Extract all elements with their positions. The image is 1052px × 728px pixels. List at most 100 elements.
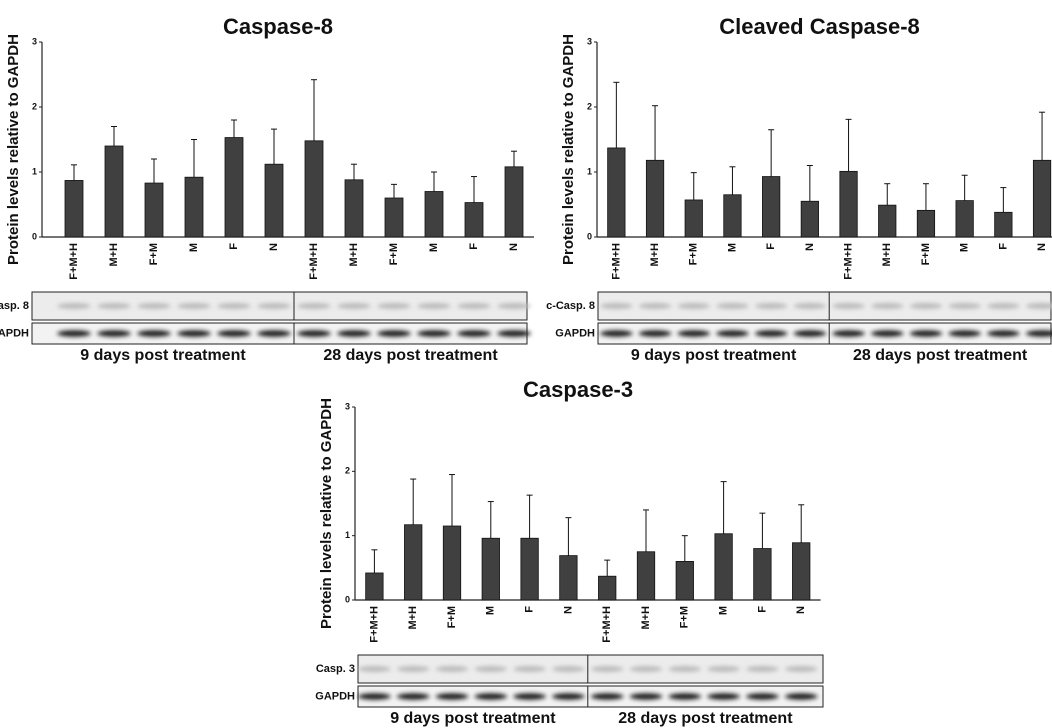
- x-tick-label: M+H: [108, 243, 120, 267]
- bar: [646, 160, 663, 237]
- x-tick-label: F+M: [679, 606, 691, 628]
- bar: [305, 141, 323, 237]
- y-tick-label: 1: [587, 166, 592, 176]
- blot-band: [417, 303, 451, 309]
- bar: [1033, 160, 1050, 237]
- x-tick-label: F: [524, 606, 536, 613]
- blot-band: [600, 330, 633, 336]
- bar: [840, 171, 857, 237]
- blot-band: [358, 666, 391, 672]
- x-tick-label: F+M: [920, 243, 932, 265]
- y-tick-label: 3: [345, 401, 350, 411]
- blot-band: [871, 330, 904, 336]
- x-tick-label: F+M: [688, 243, 700, 265]
- x-tick-label: F+M+H: [308, 243, 320, 280]
- blot-band: [337, 330, 371, 336]
- bar: [465, 203, 483, 237]
- x-tick-label: F+M: [446, 606, 458, 628]
- blot-label: GAPDH: [0, 327, 29, 339]
- x-tick-label: F+M+H: [601, 606, 613, 643]
- bar: [801, 201, 818, 237]
- blot-band: [513, 666, 546, 672]
- blot-band: [832, 330, 865, 336]
- blot-band: [57, 330, 91, 336]
- blot-band: [591, 666, 624, 672]
- y-tick-label: 2: [587, 101, 592, 111]
- bar: [366, 573, 383, 600]
- blot-band: [457, 303, 491, 309]
- x-tick-label: F+M: [388, 243, 400, 265]
- x-tick-label: M: [718, 606, 730, 615]
- blot-band: [297, 330, 331, 336]
- bar: [225, 138, 243, 237]
- bar: [792, 543, 809, 600]
- x-tick-label: F: [765, 243, 777, 250]
- bar: [505, 167, 523, 237]
- blot-band: [552, 693, 585, 699]
- bar: [521, 538, 538, 600]
- blot-label: Casp. 3: [316, 663, 355, 675]
- bar: [425, 192, 443, 238]
- blot-band: [669, 693, 702, 699]
- x-tick-label: M+H: [881, 243, 893, 267]
- bar: [637, 552, 654, 600]
- bar: [145, 183, 163, 237]
- bar: [724, 195, 741, 237]
- bar: [404, 525, 421, 600]
- x-tick-label: F+M+H: [610, 243, 622, 280]
- y-tick-label: 2: [32, 101, 37, 111]
- y-tick-label: 0: [32, 231, 37, 241]
- x-tick-label: N: [508, 243, 520, 251]
- chart-title: Caspase-3: [523, 377, 633, 402]
- bar: [185, 177, 203, 237]
- bar: [762, 177, 779, 237]
- bar: [385, 198, 403, 237]
- bar: [105, 146, 123, 237]
- blot-band: [358, 693, 391, 699]
- y-tick-label: 1: [345, 530, 350, 540]
- blot-band: [377, 330, 411, 336]
- blot-band: [755, 330, 788, 336]
- blot-band: [630, 693, 663, 699]
- blot-band: [552, 666, 585, 672]
- blot-band: [377, 303, 411, 309]
- blot-band: [475, 666, 508, 672]
- blot-band: [910, 330, 943, 336]
- blot-band: [910, 303, 943, 309]
- blot-band: [987, 330, 1020, 336]
- x-tick-label: M: [188, 243, 200, 252]
- blot-band: [794, 303, 827, 309]
- blot-label: GAPDH: [555, 327, 595, 339]
- blot-band: [639, 330, 672, 336]
- blot-band: [97, 330, 131, 336]
- blot-band: [497, 330, 531, 336]
- bar: [685, 200, 702, 237]
- y-axis-label: Protein levels relative to GAPDH: [5, 34, 22, 265]
- blot-band: [137, 303, 171, 309]
- blot-band: [716, 303, 749, 309]
- bar: [345, 180, 363, 237]
- blot-band: [257, 330, 291, 336]
- blot-band: [217, 303, 251, 309]
- x-tick-label: F+M+H: [368, 606, 380, 643]
- bar: [65, 180, 83, 237]
- group-label: 9 days post treatment: [390, 710, 556, 727]
- blot-band: [337, 303, 371, 309]
- bar: [560, 556, 577, 600]
- blot-band: [297, 303, 331, 309]
- blot-band: [669, 666, 702, 672]
- bar: [917, 210, 934, 237]
- y-axis-label: Protein levels relative to GAPDH: [560, 34, 577, 265]
- blot-band: [513, 693, 546, 699]
- blot-band: [639, 303, 672, 309]
- blot-band: [785, 666, 818, 672]
- group-label: 28 days post treatment: [323, 347, 498, 364]
- blot-band: [987, 303, 1020, 309]
- y-tick-label: 3: [32, 36, 37, 46]
- blot-label: GAPDH: [315, 690, 355, 702]
- x-tick-label: F: [756, 606, 768, 613]
- blot-band: [746, 666, 779, 672]
- x-tick-label: N: [795, 606, 807, 614]
- bar: [879, 205, 896, 237]
- x-tick-label: M+H: [649, 243, 661, 267]
